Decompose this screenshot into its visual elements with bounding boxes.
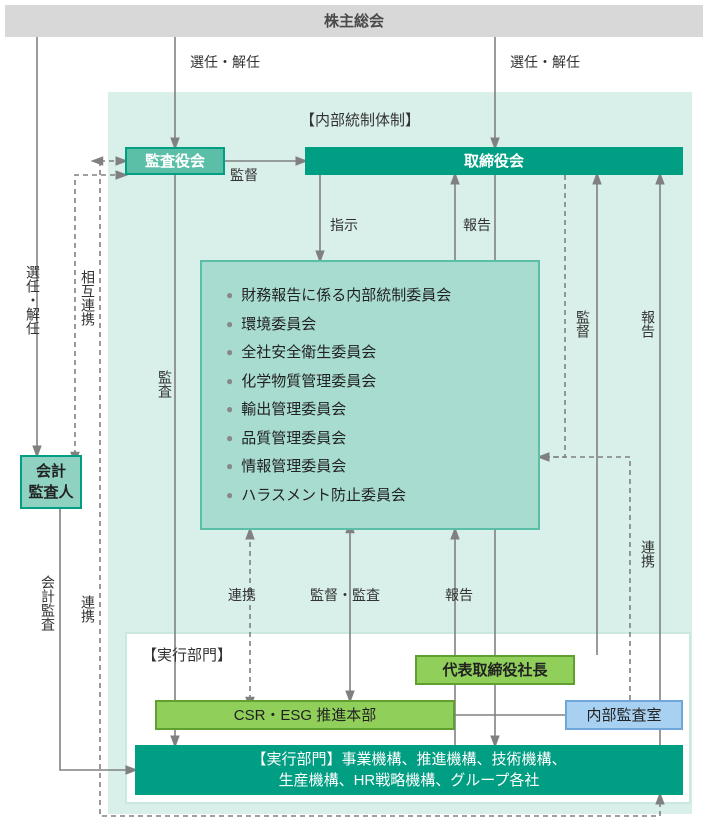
- committee-item: 情報管理委員会: [226, 453, 514, 482]
- node-accounting_auditor: 会計 監査人: [20, 455, 82, 509]
- committee-item: ハラスメント防止委員会: [226, 482, 514, 511]
- node-exec_title: 【実行部門】: [142, 645, 232, 666]
- committee-item: 環境委員会: [226, 311, 514, 340]
- node-internal_control_title: 【内部統制体制】: [300, 110, 420, 131]
- label-report1: 報告: [463, 215, 491, 235]
- label-supervise1: 監督: [230, 165, 258, 185]
- committee-item: 品質管理委員会: [226, 425, 514, 454]
- label-instruct: 指示: [330, 215, 358, 235]
- node-board_directors: 取締役会: [305, 147, 683, 175]
- label-supv_audit: 監督・監査: [310, 585, 380, 605]
- node-president: 代表取締役社長: [415, 655, 575, 685]
- label-report_v: 報告: [638, 310, 658, 338]
- node-audit_board: 監査役会: [125, 147, 225, 175]
- node-csr_esg: CSR・ESG 推進本部: [155, 700, 455, 730]
- label-acct_audit_v: 会計監査: [38, 575, 58, 631]
- label-audit_v: 監査: [155, 370, 175, 398]
- node-shareholders: 株主総会: [5, 5, 703, 37]
- committee-list: 財務報告に係る内部統制委員会環境委員会全社安全衛生委員会化学物質管理委員会輸出管…: [200, 260, 540, 530]
- label-coop1_v: 連携: [78, 595, 98, 623]
- committee-item: 財務報告に係る内部統制委員会: [226, 282, 514, 311]
- node-exec_depts: 【実行部門】事業機構、推進機構、技術機構、 生産機構、HR戦略機構、グループ各社: [135, 745, 683, 795]
- label-coop3_v: 連携: [638, 540, 658, 568]
- label-coop2: 連携: [228, 585, 256, 605]
- committee-item: 化学物質管理委員会: [226, 368, 514, 397]
- label-mutual_v: 相互連携: [78, 270, 98, 326]
- label-appoint_v: 選任・解任: [23, 265, 43, 335]
- diagram-stage: 財務報告に係る内部統制委員会環境委員会全社安全衛生委員会化学物質管理委員会輸出管…: [0, 0, 705, 835]
- label-supervise_v: 監督: [573, 310, 593, 338]
- label-report2: 報告: [445, 585, 473, 605]
- committee-item: 輸出管理委員会: [226, 396, 514, 425]
- label-appoint1: 選任・解任: [190, 52, 260, 72]
- node-internal_audit: 内部監査室: [565, 700, 683, 730]
- label-appoint2: 選任・解任: [510, 52, 580, 72]
- committee-item: 全社安全衛生委員会: [226, 339, 514, 368]
